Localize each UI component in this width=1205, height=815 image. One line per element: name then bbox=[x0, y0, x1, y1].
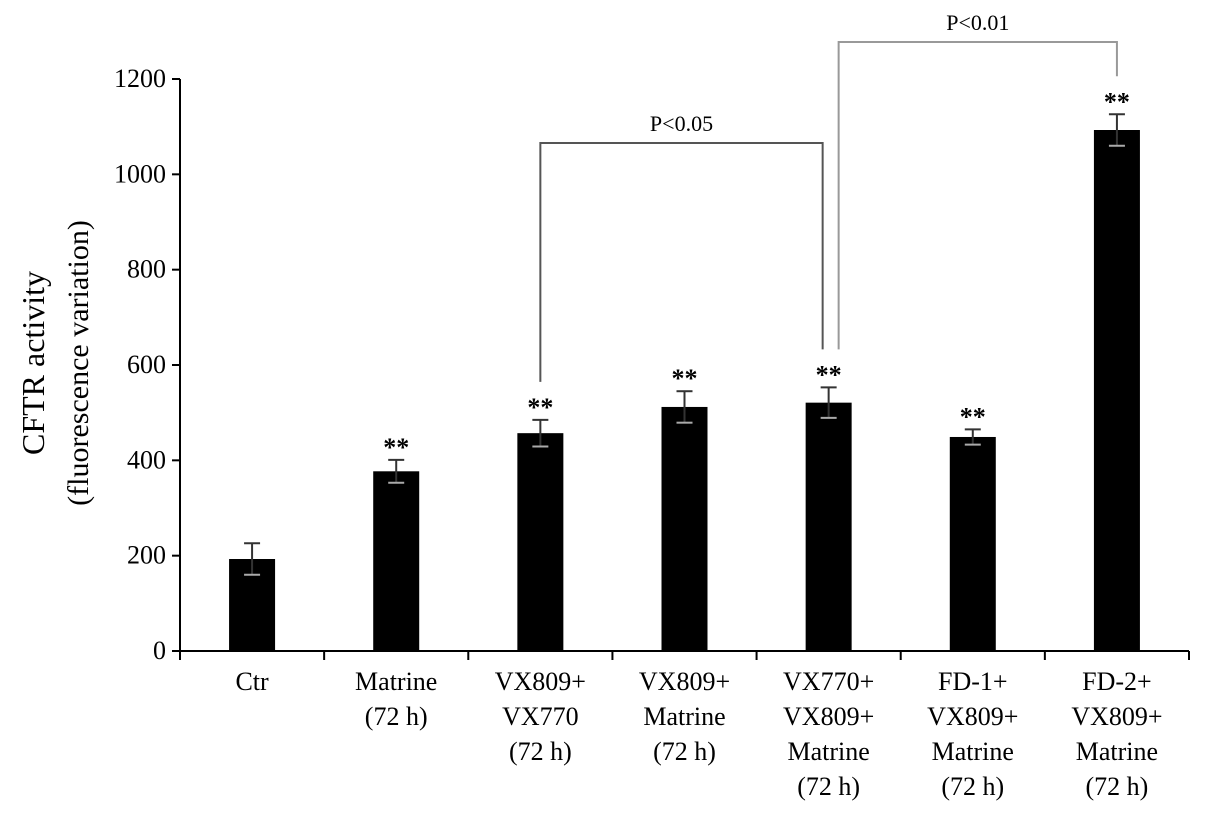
y-axis-label-line2: (fluorescence variation) bbox=[62, 220, 95, 506]
x-tick-label: (72 h) bbox=[365, 702, 428, 731]
bar bbox=[373, 471, 420, 651]
x-tick-label: Matrine bbox=[355, 667, 437, 696]
comparison-bracket bbox=[837, 41, 1118, 350]
x-tick-label: VX770 bbox=[502, 702, 579, 731]
x-tick-label: FD-2+ bbox=[1082, 667, 1152, 696]
significance-marker: ** bbox=[672, 364, 698, 393]
x-tick-label: (72 h) bbox=[509, 737, 572, 766]
bar bbox=[661, 406, 708, 651]
x-tick-label: VX809+ bbox=[495, 667, 586, 696]
comparison-p-value: P<0.05 bbox=[650, 111, 713, 136]
y-axis-label: CFTR activity (fluorescence variation) bbox=[15, 220, 95, 506]
bar bbox=[949, 436, 996, 651]
bar bbox=[1093, 130, 1140, 652]
x-tick-label: (72 h) bbox=[941, 772, 1004, 801]
x-tick-label: (72 h) bbox=[653, 737, 716, 766]
x-tick-label: VX809+ bbox=[639, 667, 730, 696]
x-tick-label: Matrine bbox=[1076, 737, 1158, 766]
y-tick-label: 1000 bbox=[114, 159, 166, 188]
bars: ** ** ** ** ** ** bbox=[229, 87, 1140, 652]
y-tick-label: 0 bbox=[153, 636, 166, 665]
x-tick-label: (72 h) bbox=[1086, 772, 1149, 801]
x-tick-label: VX809+ bbox=[1071, 702, 1162, 731]
x-tick-label: Matrine bbox=[932, 737, 1014, 766]
y-tick-label: 1200 bbox=[114, 64, 166, 93]
x-tick-label: (72 h) bbox=[797, 772, 860, 801]
significance-marker: ** bbox=[960, 402, 986, 431]
x-tick-label: Matrine bbox=[787, 737, 869, 766]
y-tick-label: 600 bbox=[127, 350, 166, 379]
significance-marker: ** bbox=[816, 360, 842, 389]
x-tick-label: VX809+ bbox=[783, 702, 874, 731]
x-tick-label: Matrine bbox=[643, 702, 725, 731]
x-tick-label: VX770+ bbox=[783, 667, 874, 696]
bar bbox=[517, 433, 564, 651]
x-tick-label: FD-1+ bbox=[938, 667, 1008, 696]
x-axis-tick-labels: Ctr Matrine (72 h) VX809+ VX770 (72 h) VX809+ M… bbox=[179, 651, 1190, 801]
y-tick-label: 400 bbox=[127, 445, 166, 474]
x-tick-label: VX809+ bbox=[927, 702, 1018, 731]
y-axis-ticks: 0 200 400 600 800 1000 1200 bbox=[114, 64, 180, 665]
y-axis-label-line1: CFTR activity bbox=[15, 271, 51, 455]
x-tick-label: Ctr bbox=[235, 667, 269, 696]
significance-marker: ** bbox=[527, 393, 553, 422]
y-tick-label: 800 bbox=[127, 255, 166, 284]
comparison-p-value: P<0.01 bbox=[946, 10, 1009, 35]
significance-marker: ** bbox=[1104, 87, 1130, 116]
y-tick-label: 200 bbox=[127, 541, 166, 570]
significance-marker: ** bbox=[383, 433, 409, 462]
significance-brackets: P<0.05 P<0.01 bbox=[539, 10, 1118, 382]
bar bbox=[805, 402, 852, 651]
comparison-bracket bbox=[539, 142, 824, 382]
